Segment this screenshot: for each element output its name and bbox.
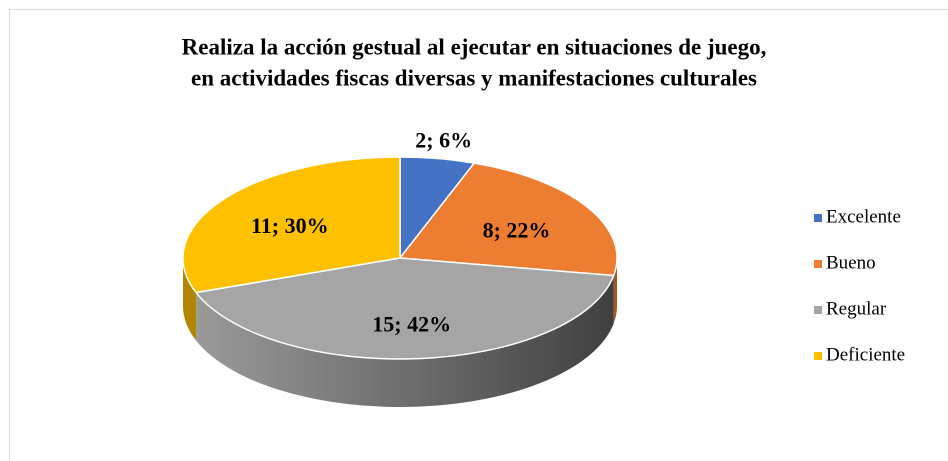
slice (398, 162, 618, 277)
data-label: 2; 6% (415, 128, 472, 153)
chart-title: Realiza la acción gestual al ejecutar en… (182, 34, 767, 59)
legend-swatch (814, 214, 822, 222)
slice (182, 156, 401, 294)
chart-title: en actividades fiscas diversas y manifes… (191, 65, 757, 90)
data-label: 8; 22% (483, 218, 551, 243)
legend-label: Deficiente (826, 344, 905, 365)
legend-label: Bueno (826, 252, 876, 273)
chart-frame (9, 9, 948, 461)
legend-swatch (814, 260, 822, 268)
legend-swatch (814, 352, 822, 360)
legend-label: Excelente (826, 206, 901, 227)
slice (194, 257, 615, 360)
slice-side (196, 275, 614, 408)
slice-side (183, 258, 197, 341)
data-label: 11; 30% (251, 213, 329, 238)
legend-swatch (814, 306, 822, 314)
legend-label: Regular (826, 298, 887, 319)
data-label: 15; 42% (372, 311, 451, 336)
